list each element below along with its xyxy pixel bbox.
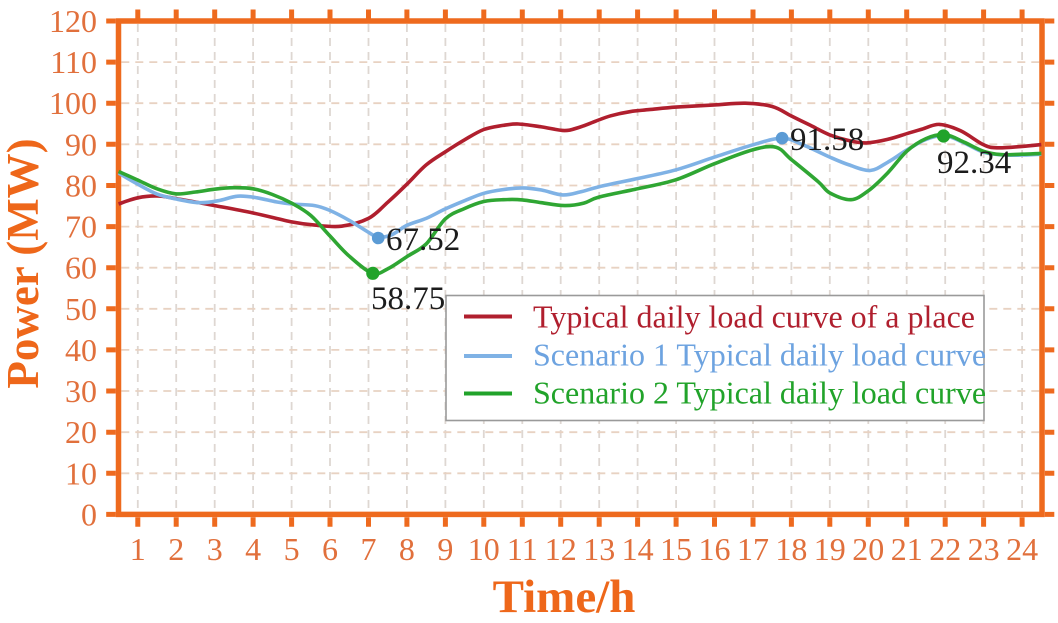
svg-text:Time/h: Time/h [493,571,636,623]
svg-text:13: 13 [583,531,615,567]
svg-text:60: 60 [65,250,97,286]
svg-text:20: 20 [65,414,97,450]
svg-text:Typical daily load curve of a: Typical daily load curve of a place [533,299,975,335]
svg-text:4: 4 [245,531,261,567]
svg-text:2: 2 [168,531,184,567]
svg-text:9: 9 [437,531,453,567]
svg-text:11: 11 [507,531,538,567]
svg-text:0: 0 [81,496,97,532]
svg-text:7: 7 [361,531,377,567]
svg-text:10: 10 [468,531,500,567]
svg-text:91.58: 91.58 [790,122,864,158]
svg-text:110: 110 [50,44,97,80]
svg-text:18: 18 [775,531,807,567]
svg-text:Scenario 2 Typical daily load: Scenario 2 Typical daily load curve [533,375,986,411]
svg-text:30: 30 [65,373,97,409]
svg-text:12: 12 [545,531,577,567]
svg-text:15: 15 [660,531,692,567]
svg-text:Power (MW): Power (MW) [0,138,48,388]
svg-text:14: 14 [622,531,654,567]
svg-text:16: 16 [699,531,731,567]
svg-text:20: 20 [852,531,884,567]
svg-text:100: 100 [49,85,97,121]
svg-text:19: 19 [814,531,846,567]
svg-text:50: 50 [65,291,97,327]
svg-text:58.75: 58.75 [371,281,445,317]
svg-text:21: 21 [891,531,923,567]
svg-text:120: 120 [49,3,97,39]
svg-text:Scenario 1 Typical daily load: Scenario 1 Typical daily load curve [533,337,986,373]
svg-text:22: 22 [929,531,961,567]
svg-text:3: 3 [207,531,223,567]
svg-text:8: 8 [399,531,415,567]
svg-text:40: 40 [65,332,97,368]
svg-text:24: 24 [1006,531,1038,567]
svg-text:17: 17 [737,531,769,567]
svg-text:80: 80 [65,168,97,204]
svg-text:92.34: 92.34 [937,145,1011,181]
svg-text:23: 23 [968,531,1000,567]
svg-text:5: 5 [284,531,300,567]
svg-text:6: 6 [322,531,338,567]
svg-text:1: 1 [130,531,146,567]
svg-text:90: 90 [65,126,97,162]
svg-text:70: 70 [65,209,97,245]
svg-text:67.52: 67.52 [386,222,460,258]
svg-text:10: 10 [65,455,97,491]
